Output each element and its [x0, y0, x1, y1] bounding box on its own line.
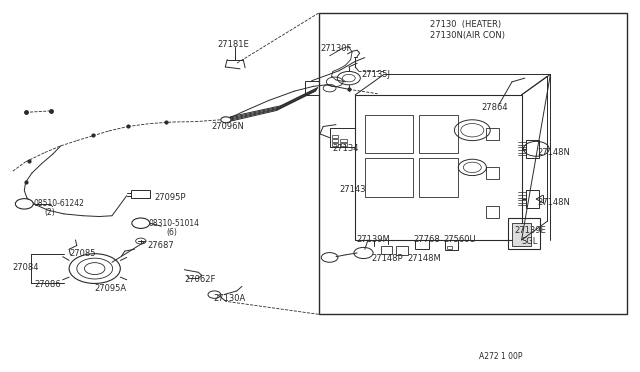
Circle shape: [132, 218, 150, 228]
Bar: [355, 95, 522, 240]
Text: 27768: 27768: [413, 235, 440, 244]
Text: 27139M: 27139M: [356, 235, 390, 244]
Text: 08310-51014: 08310-51014: [148, 219, 200, 228]
Bar: [508, 218, 540, 249]
Text: 27148N: 27148N: [538, 148, 570, 157]
Text: 27096N: 27096N: [211, 122, 244, 131]
Bar: [332, 143, 338, 146]
Bar: [447, 246, 452, 249]
Bar: [396, 246, 408, 255]
Bar: [526, 140, 539, 158]
Bar: [526, 190, 539, 208]
Text: 27148N: 27148N: [538, 198, 570, 207]
Text: 27095P: 27095P: [155, 193, 186, 202]
Bar: [340, 139, 347, 142]
Text: (6): (6): [166, 228, 177, 237]
Text: S: S: [139, 220, 143, 226]
Text: 27148P: 27148P: [371, 254, 403, 263]
Circle shape: [221, 117, 231, 123]
Text: 27135J: 27135J: [362, 70, 390, 79]
Text: 27687: 27687: [148, 241, 175, 250]
Bar: [305, 81, 319, 95]
Text: 27864: 27864: [481, 103, 508, 112]
Bar: [419, 115, 458, 153]
Bar: [445, 240, 458, 250]
Text: 27134: 27134: [333, 144, 359, 153]
Text: 27062F: 27062F: [184, 275, 216, 284]
Text: A272 1 00P: A272 1 00P: [479, 352, 522, 361]
Text: (2): (2): [45, 208, 56, 217]
Text: 27130N(AIR CON): 27130N(AIR CON): [430, 31, 505, 40]
Text: SGL: SGL: [522, 237, 538, 246]
Bar: [512, 223, 531, 246]
Text: 27560U: 27560U: [444, 235, 476, 244]
Circle shape: [15, 199, 33, 209]
Bar: [365, 158, 413, 197]
Bar: [415, 240, 429, 249]
Bar: [131, 190, 150, 198]
Bar: [340, 143, 347, 146]
Text: 27085: 27085: [69, 249, 95, 258]
Text: 27130A: 27130A: [213, 294, 245, 303]
Bar: [332, 135, 338, 138]
Text: 27148M: 27148M: [407, 254, 441, 263]
Text: 27139E: 27139E: [514, 226, 546, 235]
Text: 08510-61242: 08510-61242: [34, 199, 84, 208]
Text: 27130  (HEATER): 27130 (HEATER): [430, 20, 501, 29]
Text: 27095A: 27095A: [95, 284, 127, 293]
Bar: [381, 246, 392, 254]
Bar: [486, 128, 499, 140]
Bar: [365, 115, 413, 153]
Text: 27130F: 27130F: [320, 44, 351, 53]
Bar: [332, 139, 338, 142]
Bar: [486, 167, 499, 179]
Text: 27084: 27084: [13, 263, 39, 272]
Text: 27143: 27143: [339, 185, 365, 194]
Bar: [486, 206, 499, 218]
Text: 27086: 27086: [34, 280, 61, 289]
Text: S: S: [22, 201, 26, 207]
Bar: [319, 13, 627, 314]
Bar: [330, 128, 355, 147]
Bar: [419, 158, 458, 197]
Text: 27181E: 27181E: [218, 40, 250, 49]
